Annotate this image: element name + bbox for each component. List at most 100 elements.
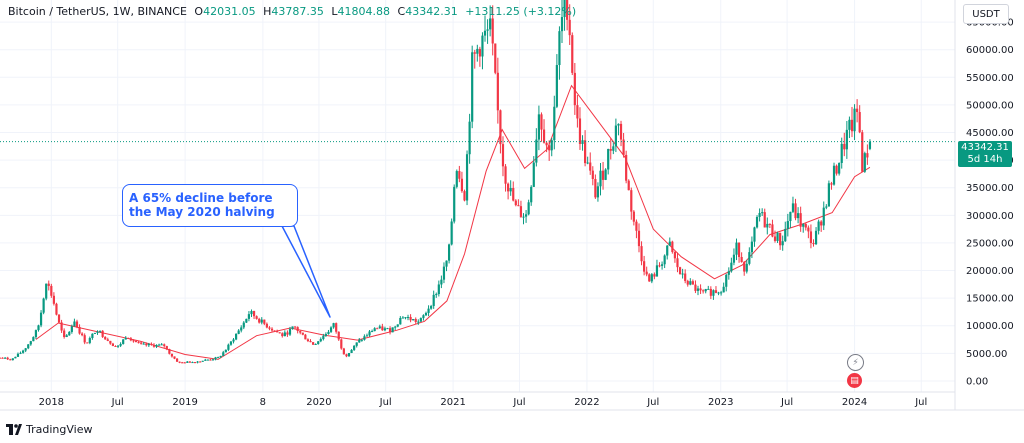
candle xyxy=(11,358,14,361)
candle xyxy=(535,128,538,167)
candle xyxy=(201,360,204,362)
candle xyxy=(237,329,240,335)
candle xyxy=(101,330,104,338)
candle xyxy=(720,290,723,296)
price-tick-label: 55000.00 xyxy=(966,73,1014,84)
candle xyxy=(784,221,787,242)
candle xyxy=(98,330,102,333)
candle xyxy=(807,225,810,239)
candle xyxy=(127,337,130,339)
lightning-bolt-icon[interactable]: ⚡ xyxy=(847,354,864,371)
candle xyxy=(766,217,769,235)
candle xyxy=(473,49,476,69)
candle xyxy=(643,255,646,276)
candle xyxy=(845,121,848,159)
candle xyxy=(404,317,407,320)
candle xyxy=(578,107,582,150)
candle xyxy=(468,113,471,164)
candle xyxy=(9,358,12,361)
candle xyxy=(850,106,854,138)
candle xyxy=(430,304,433,310)
candle xyxy=(827,180,830,207)
candle xyxy=(540,112,543,142)
open-value: 42031.05 xyxy=(203,5,256,18)
candle xyxy=(812,239,815,247)
candle xyxy=(666,245,669,260)
candle xyxy=(499,109,502,154)
candle xyxy=(81,332,84,337)
candle xyxy=(447,243,451,264)
candle xyxy=(519,200,523,218)
bar-countdown: 5d 14h xyxy=(967,154,1003,165)
candle xyxy=(455,169,458,189)
candle xyxy=(309,339,312,343)
candle xyxy=(260,317,263,325)
candle xyxy=(463,189,466,202)
candle xyxy=(29,340,32,346)
candle xyxy=(206,359,209,361)
candle xyxy=(376,327,379,330)
candle xyxy=(814,227,818,246)
candle xyxy=(761,208,764,217)
candle xyxy=(743,261,746,276)
candle xyxy=(504,164,507,192)
candle xyxy=(332,322,335,329)
annotation-callout[interactable]: A 65% decline before the May 2020 halvin… xyxy=(122,184,298,227)
candle xyxy=(186,361,189,363)
candle xyxy=(427,305,430,317)
candle xyxy=(542,119,546,144)
candle xyxy=(283,330,286,337)
candle xyxy=(281,332,284,338)
us-flag-icon[interactable]: ▤ xyxy=(847,373,862,388)
symbol-title[interactable]: Bitcoin / TetherUS, 1W, BINANCE xyxy=(8,5,187,18)
candle xyxy=(558,26,561,80)
low-label: L xyxy=(331,5,338,18)
candle xyxy=(699,284,702,295)
candle xyxy=(327,329,330,335)
candle xyxy=(722,282,725,293)
candle xyxy=(825,204,828,210)
candle xyxy=(437,280,440,297)
candle xyxy=(70,324,73,334)
candle xyxy=(340,338,343,350)
candle xyxy=(771,219,774,238)
candle xyxy=(589,152,592,175)
time-axis[interactable]: 2018 Jul 2019 8 2020 Jul 2021 Jul 2022 Jul 2023 Jul… xyxy=(39,397,928,408)
candle xyxy=(163,343,166,348)
candle xyxy=(604,168,607,181)
candle xyxy=(168,348,171,355)
candle xyxy=(435,292,438,298)
candle xyxy=(691,279,694,285)
open-label: O xyxy=(194,5,204,18)
candle xyxy=(83,333,86,345)
tradingview-logo[interactable]: TradingView xyxy=(6,423,92,436)
candle xyxy=(145,342,148,347)
candle xyxy=(204,358,207,361)
time-tick-label: Jul xyxy=(512,397,525,408)
time-tick-label: Jul xyxy=(111,397,124,408)
candle xyxy=(93,332,97,334)
candle xyxy=(694,280,697,294)
candle xyxy=(835,164,838,176)
time-tick-label: 2020 xyxy=(306,397,331,408)
candle xyxy=(563,0,566,31)
candle xyxy=(63,328,66,339)
candle xyxy=(868,139,872,151)
candle xyxy=(109,340,112,345)
price-axis[interactable]: 0.00 5000.00 10000.00 15000.00 20000.00 25000… xyxy=(966,18,1014,388)
candle xyxy=(52,292,55,306)
candle xyxy=(599,162,602,196)
candle xyxy=(345,353,348,358)
candle xyxy=(684,269,687,284)
candle xyxy=(371,329,374,333)
candle xyxy=(581,135,584,151)
candle xyxy=(471,45,474,129)
candle xyxy=(802,223,805,233)
candle xyxy=(583,130,587,167)
candle xyxy=(627,179,630,191)
currency-selector[interactable]: USDT xyxy=(963,4,1009,24)
candle xyxy=(47,280,50,291)
candle xyxy=(276,329,279,333)
candle xyxy=(725,273,728,292)
